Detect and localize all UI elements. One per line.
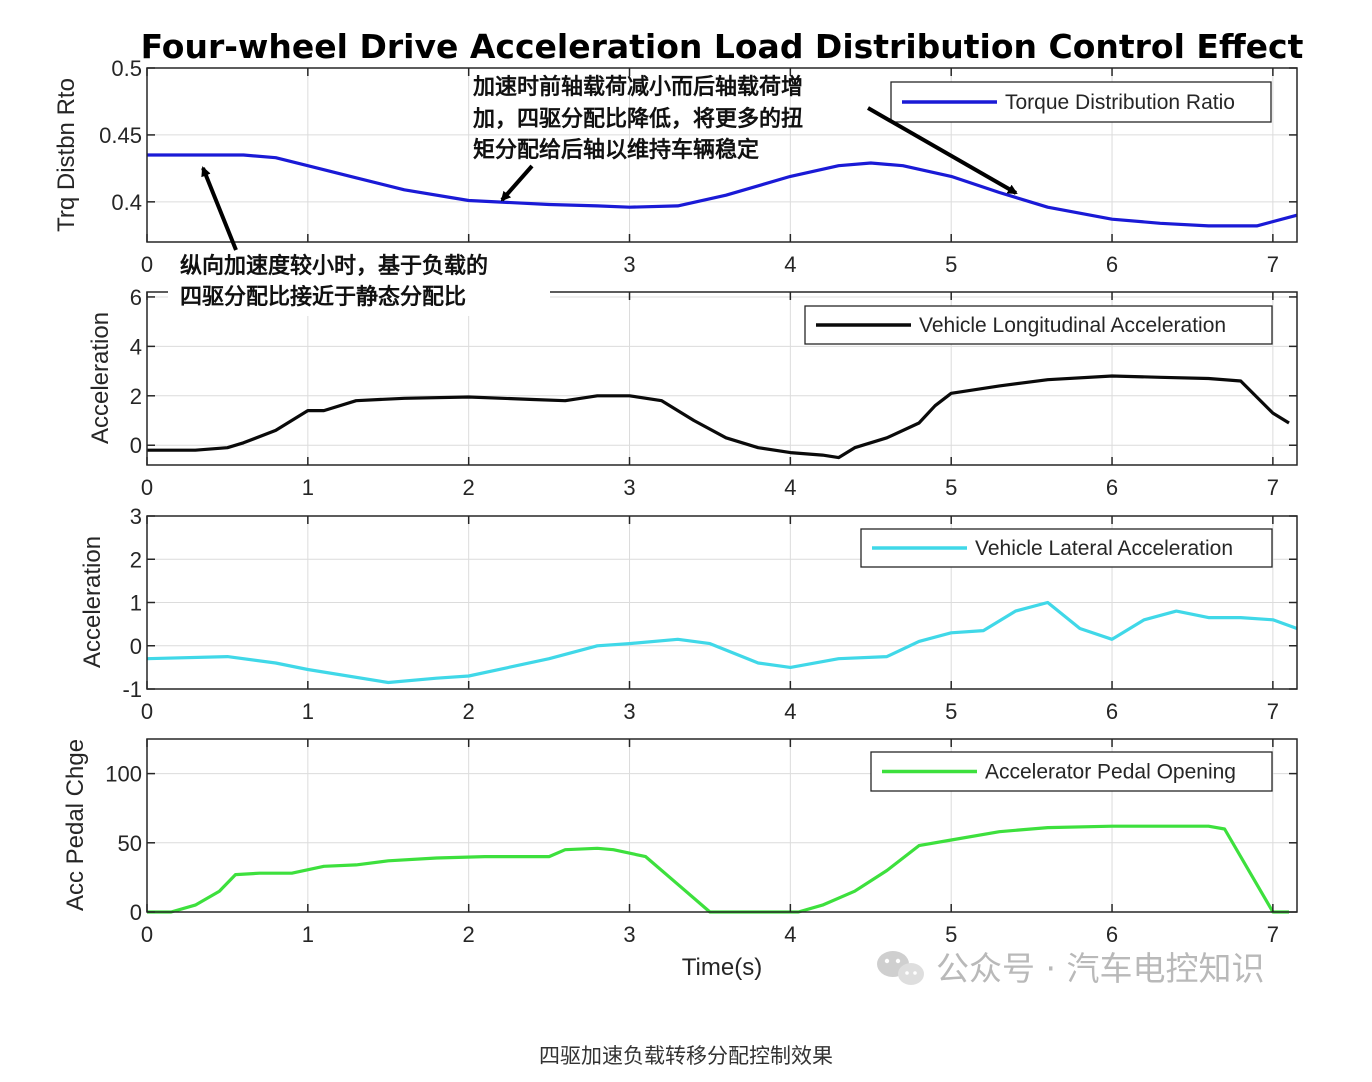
annotation-static-ratio: 纵向加速度较小时，基于负载的 四驱分配比接近于静态分配比 <box>180 253 488 310</box>
x-tick-label: 2 <box>463 475 475 500</box>
legend: Torque Distribution Ratio <box>890 81 1272 123</box>
x-tick-label: 4 <box>784 699 796 724</box>
y-tick-label: 0 <box>130 433 142 458</box>
y-tick-label: 0.4 <box>111 190 142 215</box>
y-tick-label: 50 <box>118 831 142 856</box>
x-tick-label: 1 <box>302 475 314 500</box>
x-tick-label: 3 <box>623 475 635 500</box>
x-tick-label: 3 <box>623 922 635 947</box>
watermark-text: 公众号 · 汽车电控知识 <box>936 949 1264 988</box>
annotation-arrow <box>867 106 1018 195</box>
x-tick-label: 1 <box>302 699 314 724</box>
annotation-line: 四驱分配比接近于静态分配比 <box>180 284 466 310</box>
x-tick-label: 4 <box>784 252 796 277</box>
series-line <box>147 824 1289 914</box>
y-tick-label: 0.45 <box>99 123 142 148</box>
x-tick-label: 5 <box>945 252 957 277</box>
x-tick-label: 4 <box>784 475 796 500</box>
annotation-arrow <box>500 164 534 202</box>
series-line <box>147 374 1290 460</box>
x-tick-label: 7 <box>1267 699 1279 724</box>
figure-caption: 四驱加速负载转移分配控制效果 <box>539 1044 833 1068</box>
annotation-line: 纵向加速度较小时，基于负载的 <box>180 253 488 279</box>
y-tick-label: 100 <box>105 762 142 787</box>
annotation-line: 加，四驱分配比降低，将更多的扭 <box>472 106 803 132</box>
x-tick-label: 7 <box>1267 475 1279 500</box>
y-tick-label: 1 <box>130 591 142 616</box>
x-tick-label: 6 <box>1106 475 1118 500</box>
x-tick-label: 2 <box>463 922 475 947</box>
x-tick-label: 0 <box>141 922 153 947</box>
annotation-line: 矩分配给后轴以维持车辆稳定 <box>473 137 759 163</box>
legend-label: Vehicle Lateral Acceleration <box>975 537 1233 560</box>
panel-pedal-opening: 0 1 2 3 4 5 6 7 0 50 100 Acc Pedal Chge Accelerator … <box>62 738 1298 947</box>
y-axis-label: Acceleration <box>79 536 106 668</box>
legend-label: Accelerator Pedal Opening <box>985 761 1236 784</box>
panel-longitudinal-acceleration: 0 1 2 3 4 5 6 7 0 2 4 6 Acceleration Vehicle Longitud… <box>87 285 1298 500</box>
x-tick-label: 5 <box>945 922 957 947</box>
annotation-line: 加速时前轴载荷减小而后轴载荷增 <box>472 74 803 100</box>
x-tick-label: 1 <box>302 922 314 947</box>
legend-label: Torque Distribution Ratio <box>1005 91 1235 114</box>
annotation-load-transfer: 加速时前轴载荷减小而后轴载荷增 加，四驱分配比降低，将更多的扭 矩分配给后轴以维… <box>472 74 803 163</box>
x-tick-label: 4 <box>784 922 796 947</box>
y-tick-label: 2 <box>130 547 142 572</box>
y-tick-label: 2 <box>130 384 142 409</box>
y-axis-label: Acc Pedal Chge <box>62 739 89 911</box>
x-tick-label: 0 <box>141 475 153 500</box>
axes-box <box>146 291 1298 466</box>
legend: Accelerator Pedal Opening <box>870 751 1273 792</box>
legend: Vehicle Longitudinal Acceleration <box>804 305 1273 345</box>
x-tick-label: 5 <box>945 699 957 724</box>
x-tick-label: 3 <box>623 252 635 277</box>
axes-box <box>146 67 1298 243</box>
x-tick-label: 3 <box>623 699 635 724</box>
x-tick-label: 0 <box>141 699 153 724</box>
y-axis-label: Trq Distbn Rto <box>53 78 80 232</box>
x-tick-label: 5 <box>945 475 957 500</box>
x-tick-label: 7 <box>1267 252 1279 277</box>
x-tick-label: 2 <box>463 699 475 724</box>
y-tick-label: 0 <box>130 634 142 659</box>
y-tick-label: 0 <box>130 900 142 925</box>
y-tick-label: 6 <box>130 285 142 310</box>
chart-title: Four-wheel Drive Acceleration Load Distr… <box>141 27 1304 66</box>
x-tick-label: 7 <box>1267 922 1279 947</box>
series-line <box>147 153 1298 228</box>
x-tick-label: 0 <box>141 252 153 277</box>
wechat-icon <box>877 951 924 985</box>
legend-label: Vehicle Longitudinal Acceleration <box>919 314 1226 337</box>
x-tick-label: 6 <box>1106 699 1118 724</box>
x-axis-label: Time(s) <box>682 954 762 981</box>
y-axis-label: Acceleration <box>87 312 114 444</box>
y-tick-label: 0.5 <box>111 56 142 81</box>
y-tick-label: -1 <box>122 677 142 702</box>
legend: Vehicle Lateral Acceleration <box>860 528 1273 568</box>
annotation-arrow <box>201 166 238 251</box>
x-tick-label: 6 <box>1106 922 1118 947</box>
axes-box <box>146 738 1298 913</box>
y-tick-label: 4 <box>130 334 142 359</box>
series-line <box>146 600 1298 685</box>
x-tick-label: 6 <box>1106 252 1118 277</box>
y-tick-label: 3 <box>130 504 142 529</box>
